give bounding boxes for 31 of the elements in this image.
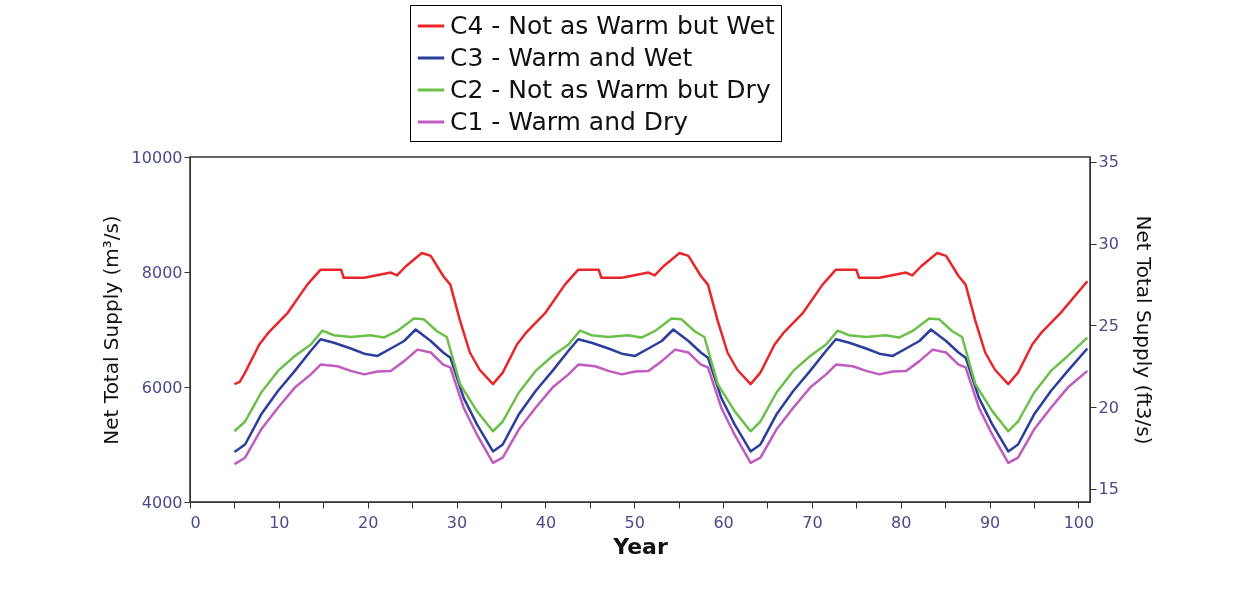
line-series [233, 348, 1089, 466]
legend-label: C2 - Not as Warm but Dry [450, 75, 771, 104]
x-tick-label: 60 [713, 512, 734, 532]
x-tick-label: 100 [1063, 512, 1095, 532]
y-tick-label: 4000 [141, 492, 183, 512]
line-series [233, 317, 1089, 433]
y-tick-label: 6000 [141, 377, 183, 397]
y-tick-label: 10000 [131, 147, 183, 167]
x-tick-label: 30 [446, 512, 468, 532]
y2-tick-label: 35 [1098, 152, 1119, 172]
y2-axis-title: Net Total Supply (ft3/s) [1131, 215, 1156, 445]
y-tick-label: 8000 [141, 262, 183, 282]
legend-label: C4 - Not as Warm but Wet [450, 11, 775, 40]
legend-label: C3 - Warm and Wet [450, 43, 693, 72]
x-tick-label: 70 [802, 512, 823, 532]
x-tick-label: 0 [190, 512, 201, 532]
x-tick-label: 10 [269, 512, 290, 532]
x-tick-label: 20 [358, 512, 379, 532]
x-tick-label: 40 [535, 512, 557, 532]
x-tick-label: 80 [891, 512, 912, 532]
x-axis-title: Year [612, 533, 668, 559]
y2-tick-label: 30 [1098, 234, 1119, 254]
legend-label: C1 - Warm and Dry [450, 107, 689, 136]
y-axis-title: Net Total Supply (m³/s) [98, 215, 123, 445]
x-tick-label: 90 [979, 512, 1001, 532]
y2-tick-label: 15 [1098, 479, 1119, 499]
y2-tick-label: 25 [1098, 315, 1119, 335]
line-series [233, 328, 1089, 454]
line-series [233, 251, 1089, 386]
y2-tick-label: 20 [1098, 397, 1119, 417]
x-tick-label: 50 [624, 512, 645, 532]
